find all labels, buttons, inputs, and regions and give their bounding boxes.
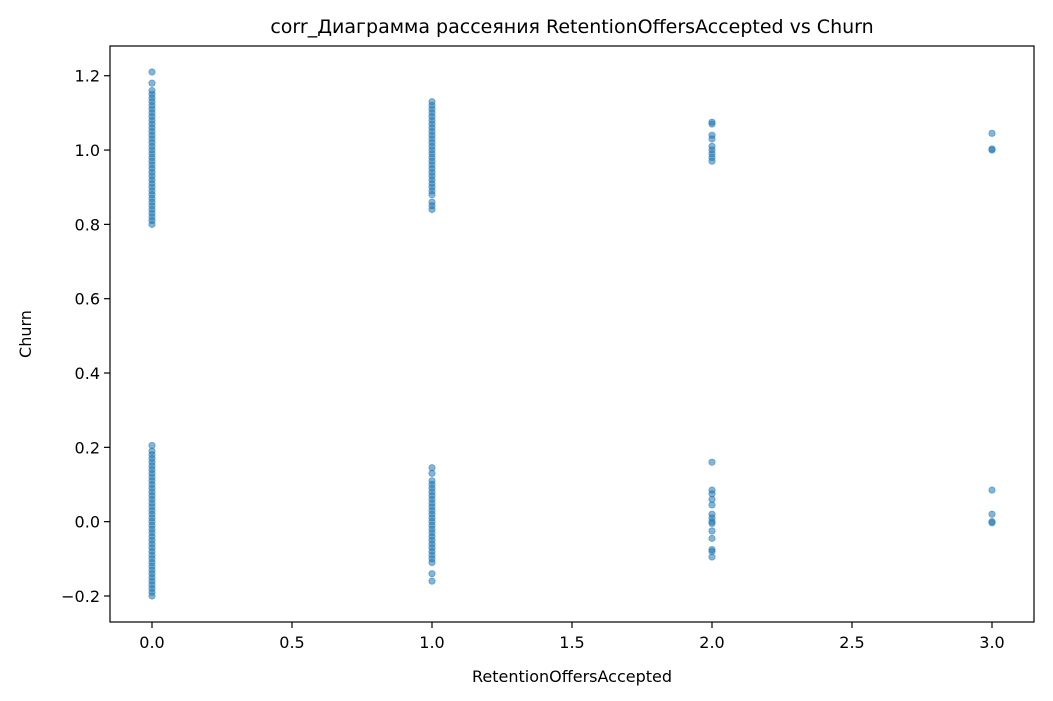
data-point: [428, 469, 436, 477]
y-tick-label: 0.6: [75, 290, 100, 309]
data-point: [988, 129, 996, 137]
data-point: [148, 592, 156, 600]
x-axis: 0.0 0.5 1.0 1.5 2.0 2.5 3.0: [139, 622, 1005, 652]
data-point: [428, 570, 436, 578]
data-point: [428, 205, 436, 214]
x-tick-label: 3.0: [979, 633, 1004, 652]
chart-title: corr_Диаграмма рассеяния RetentionOffers…: [270, 16, 873, 38]
plot-frame: [109, 45, 1035, 623]
points-layer: [148, 68, 996, 600]
data-point: [428, 191, 436, 199]
data-point: [148, 68, 156, 76]
data-point: [428, 558, 436, 567]
data-point: [708, 527, 716, 535]
x-axis-label: RetentionOffersAccepted: [472, 667, 672, 686]
y-tick-label: 0.4: [75, 364, 100, 383]
data-point: [708, 501, 716, 509]
x-tick-label: 2.5: [839, 633, 864, 652]
data-point: [988, 145, 996, 153]
data-point: [988, 510, 996, 518]
data-point: [708, 157, 716, 165]
data-point: [708, 458, 716, 466]
data-point: [428, 577, 436, 585]
data-point: [708, 519, 716, 528]
x-tick-label: 0.0: [139, 633, 164, 652]
data-point: [148, 79, 156, 87]
y-tick-label: −0.2: [61, 587, 100, 606]
y-tick-label: 0.0: [75, 513, 100, 532]
data-point: [708, 135, 716, 143]
data-point: [708, 120, 716, 128]
y-tick-label: 1.0: [75, 141, 100, 160]
x-tick-label: 1.0: [419, 633, 444, 652]
y-axis-label: Churn: [16, 310, 35, 358]
y-tick-label: 0.2: [75, 438, 100, 457]
data-point: [148, 220, 156, 228]
data-point: [708, 553, 716, 561]
x-tick-label: 0.5: [279, 633, 304, 652]
data-point: [988, 486, 996, 494]
y-tick-label: 0.8: [75, 215, 100, 234]
y-tick-label: 1.2: [75, 67, 100, 86]
data-point: [988, 519, 996, 527]
x-tick-label: 1.5: [559, 633, 584, 652]
y-axis: −0.2 0.0 0.2 0.4 0.6 0.8 1.0 1.2: [61, 67, 110, 606]
data-point: [708, 534, 716, 542]
x-tick-label: 2.0: [699, 633, 724, 652]
